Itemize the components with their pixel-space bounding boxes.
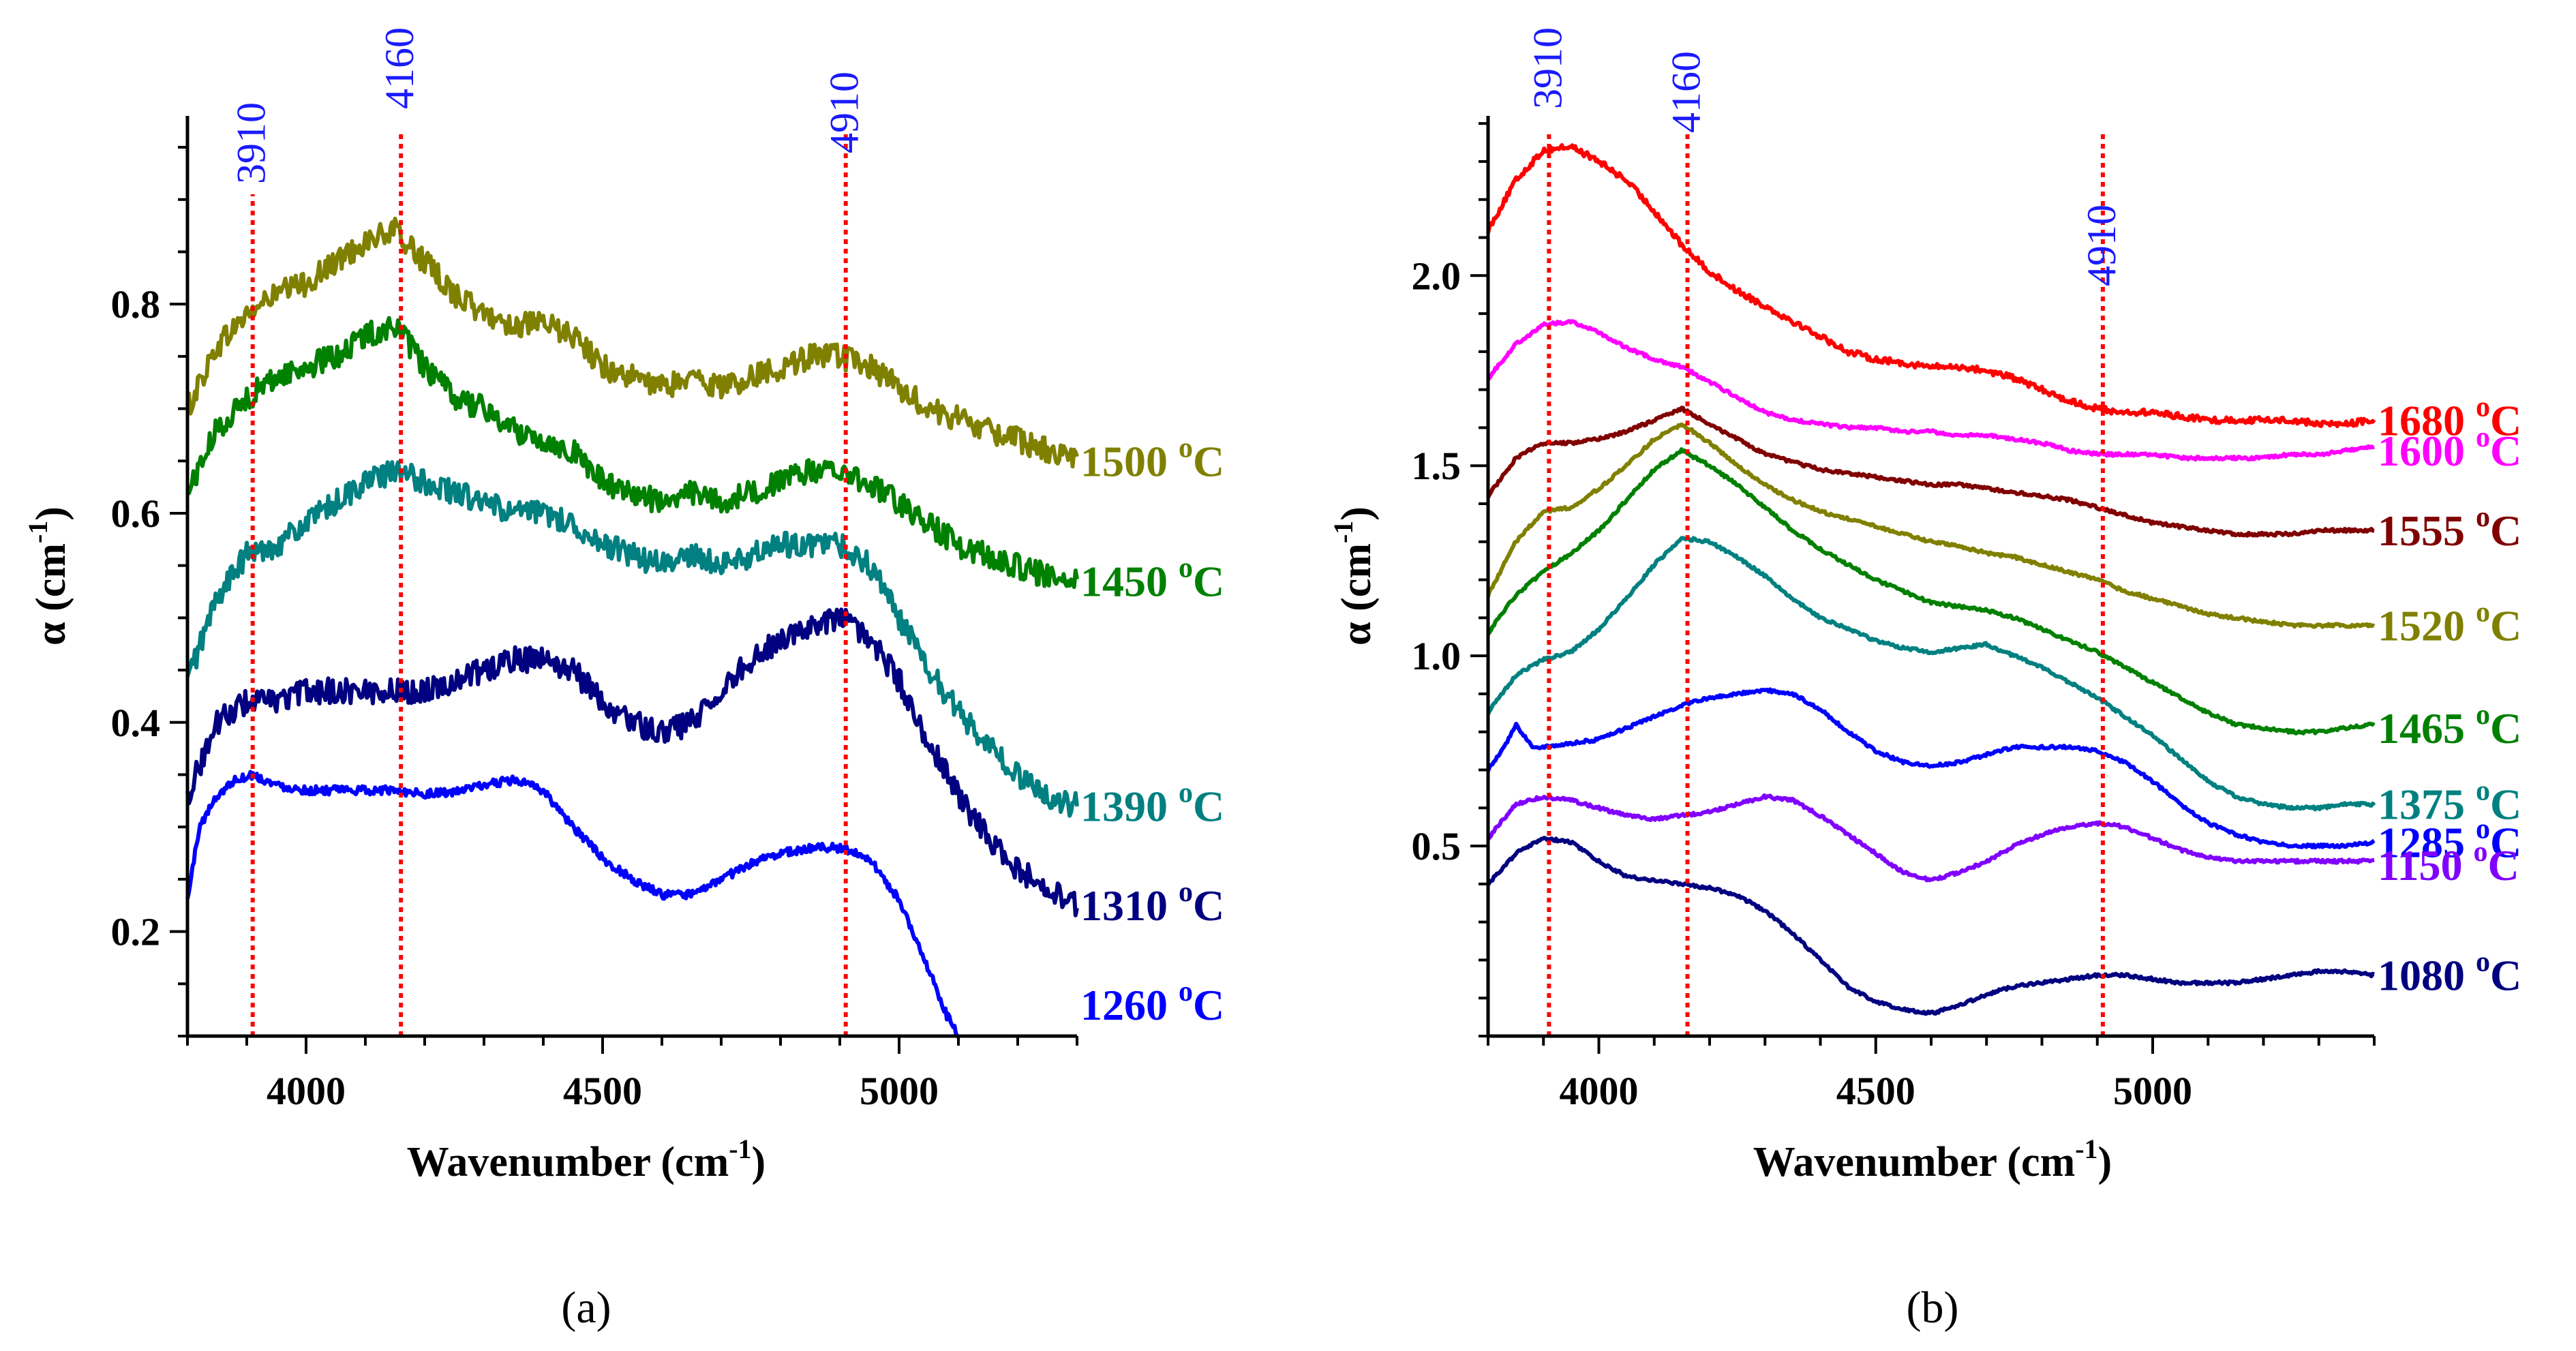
panel-b-axes: 4000 4500 5000 0.5 1.0 1.5 2.0 — [1412, 116, 2376, 1113]
series-line-1500 — [185, 216, 1079, 469]
peak-label-4160: 4160 — [1664, 51, 1709, 133]
series-line-1465 — [1486, 447, 2376, 735]
peak-label-3910: 3910 — [1525, 27, 1570, 109]
series-label-1260: 1260 oC — [1080, 976, 1224, 1029]
x-tick-label: 4500 — [563, 1069, 642, 1113]
series-line-1260 — [185, 770, 960, 1038]
series-label-1500: 1500 oC — [1080, 432, 1224, 485]
series-line-1150 — [1486, 793, 2375, 883]
peak-label-4910: 4910 — [2079, 204, 2124, 286]
series-label-1150: 1150 oC — [2378, 836, 2519, 890]
series-label-1450: 1450 oC — [1080, 553, 1224, 606]
y-tick-label: 0.4 — [111, 701, 161, 745]
x-tick-label: 5000 — [2113, 1069, 2192, 1113]
series-line-1080 — [1486, 836, 2375, 1016]
y-tick-label: 0.8 — [111, 282, 161, 327]
series-label-1310: 1310 oC — [1080, 877, 1224, 930]
series-label-1375: 1375 oC — [2378, 776, 2521, 829]
panel-a-peak-lines: 3910 4160 4910 — [229, 27, 867, 1036]
series-line-1600 — [1486, 319, 2376, 462]
peak-label-4160: 4160 — [377, 27, 422, 109]
series-label-1600: 1600 oC — [2378, 422, 2521, 475]
panel-a-series-labels: 1500 oC 1450 oC 1390 oC 1310 oC 1260 oC — [1080, 432, 1224, 1029]
x-tick-label: 4000 — [267, 1069, 346, 1113]
y-tick-label: 2.0 — [1412, 254, 1461, 298]
peak-label-4910: 4910 — [822, 72, 867, 153]
series-label-1520: 1520 oC — [2378, 597, 2521, 650]
series-line-1310 — [185, 607, 1079, 917]
panel-a-caption: (a) — [561, 1283, 611, 1333]
x-tick-label: 4000 — [1560, 1069, 1639, 1113]
x-tick-label: 4500 — [1836, 1069, 1915, 1113]
series-line-1375 — [1486, 536, 2376, 812]
panel-a-axes: 4000 4500 5000 0.2 0.4 0.6 0.8 — [111, 116, 1078, 1113]
y-tick-label: 1.5 — [1412, 444, 1461, 488]
x-tick-label: 5000 — [860, 1069, 939, 1113]
series-label-1390: 1390 oC — [1080, 778, 1224, 831]
series-line-1450 — [185, 316, 1079, 590]
series-label-1680: 1680 oC — [2378, 391, 2521, 444]
series-label-1285: 1285 oC — [2378, 813, 2521, 866]
panel-a: 3910 4160 4910 4000 4500 5000 0.2 0.4 0.6 0.8 15… — [22, 27, 1224, 1333]
y-tick-label: 0.2 — [111, 910, 161, 954]
series-label-1465: 1465 oC — [2378, 699, 2521, 753]
series-line-1680 — [1486, 143, 2376, 429]
y-tick-label: 1.0 — [1412, 634, 1461, 678]
series-line-1555 — [1486, 406, 2375, 538]
series-line-1520 — [1486, 422, 2376, 629]
panel-a-x-axis-title: Wavenumber (cm-1) — [407, 1134, 766, 1185]
series-label-1080: 1080 oC — [2378, 947, 2521, 1000]
series-label-1555: 1555 oC — [2378, 502, 2521, 555]
y-tick-label: 0.5 — [1412, 824, 1461, 868]
panel-a-series — [185, 216, 1079, 1038]
panel-b-series — [1486, 143, 2376, 1016]
series-line-1285 — [1486, 687, 2376, 850]
peak-label-3910: 3910 — [229, 102, 274, 184]
panel-b-x-axis-title: Wavenumber (cm-1) — [1753, 1134, 2112, 1185]
panel-b-y-axis-title: α (cm-1) — [1328, 506, 1380, 646]
panel-b-caption: (b) — [1907, 1283, 1959, 1333]
panel-b: 3910 4160 4910 4000 4500 5000 0.5 1.0 1.5 2.0 16… — [1328, 27, 2521, 1333]
series-line-1390 — [185, 460, 1079, 818]
panel-b-peak-lines: 3910 4160 4910 — [1525, 27, 2124, 1036]
y-tick-label: 0.6 — [111, 491, 161, 536]
panel-a-y-axis-title: α (cm-1) — [22, 506, 74, 646]
